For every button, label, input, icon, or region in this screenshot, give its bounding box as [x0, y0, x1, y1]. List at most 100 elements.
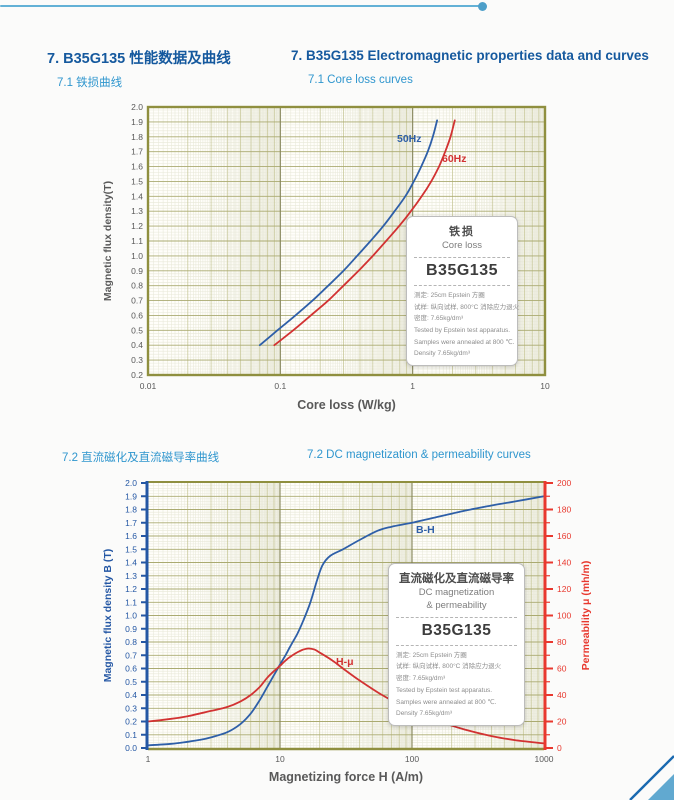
svg-text:0.5: 0.5 — [125, 677, 137, 687]
svg-text:160: 160 — [557, 531, 571, 541]
curve-B-H — [147, 495, 545, 747]
svg-text:1.7: 1.7 — [131, 147, 143, 157]
card-title-en: & permeability — [426, 599, 487, 611]
svg-text:1: 1 — [410, 381, 415, 391]
svg-text:140: 140 — [557, 558, 571, 568]
svg-text:1.0: 1.0 — [125, 611, 137, 621]
condition-line: Samples were annealed at 800 ℃. — [414, 338, 515, 346]
series-label-H-μ: H-μ — [336, 656, 354, 668]
svg-text:1.4: 1.4 — [125, 558, 137, 568]
core-loss-info-card: 铁损 Core loss B35G135 测定: 25cm Epstein 方圈… — [406, 216, 520, 366]
svg-text:20: 20 — [557, 717, 567, 727]
svg-text:0.6: 0.6 — [131, 310, 143, 320]
svg-text:0: 0 — [557, 743, 562, 753]
svg-text:0.2: 0.2 — [131, 370, 143, 380]
svg-text:180: 180 — [557, 505, 571, 515]
svg-text:0.4: 0.4 — [125, 690, 137, 700]
svg-text:120: 120 — [557, 584, 571, 594]
svg-text:0.3: 0.3 — [125, 703, 137, 713]
grade-label: B35G135 — [421, 621, 492, 639]
svg-text:1.5: 1.5 — [125, 544, 137, 554]
svg-text:1.1: 1.1 — [131, 236, 143, 246]
condition-line: 密度: 7.65kg/dm³ — [414, 315, 464, 323]
test-conditions: 测定: 25cm Epstein 方圈 试样: 纵向试样, 800°C 消除应力… — [396, 650, 517, 720]
condition-line: 测定: 25cm Epstein 方圈 — [396, 651, 467, 659]
svg-text:1.4: 1.4 — [131, 191, 143, 201]
page-title-en: 7. B35G135 Electromagnetic properties da… — [291, 48, 649, 63]
header-accent-line — [0, 5, 479, 7]
dc-magnetization-info-card: 直流磁化及直流磁导率 DC magnetization & permeabili… — [388, 563, 525, 726]
svg-text:2.0: 2.0 — [125, 478, 137, 488]
plot-border — [146, 105, 547, 377]
svg-text:1.1: 1.1 — [125, 597, 137, 607]
condition-line: Tested by Epstein test apparatus. — [414, 326, 511, 334]
svg-text:100: 100 — [405, 754, 419, 764]
svg-text:1.0: 1.0 — [131, 251, 143, 261]
svg-text:1.6: 1.6 — [131, 162, 143, 172]
svg-text:1000: 1000 — [535, 754, 554, 764]
svg-text:0.5: 0.5 — [131, 325, 143, 335]
curve-50Hz — [258, 119, 438, 347]
test-conditions: 测定: 25cm Epstein 方圈 试样: 纵向试样, 800°C 消除应力… — [414, 290, 520, 360]
svg-text:1.9: 1.9 — [125, 491, 137, 501]
dashed-divider — [396, 616, 517, 618]
svg-text:1.8: 1.8 — [125, 505, 137, 515]
y-axis-title: Magnetic flux density(T) — [102, 181, 114, 301]
series-label-50Hz: 50Hz — [397, 133, 422, 145]
svg-text:0.9: 0.9 — [131, 266, 143, 276]
y-axis-tick-labels: 0.2 0.3 0.4 0.5 0.6 0.7 0.8 0.9 1.0 1.1 1.2 1.3 1.4 1… — [131, 102, 143, 380]
right-axis-title: Permeability μ (mh/m) — [580, 561, 592, 671]
svg-text:10: 10 — [540, 381, 550, 391]
dc-magnetization-chart: B-H H-μ 0.0 0.1 0.2 0.3 0.4 0.5 0.6 0.7 0.8 0.9 1.0 1… — [102, 478, 592, 784]
card-title-zh: 铁损 — [449, 226, 475, 238]
svg-text:0.2: 0.2 — [125, 717, 137, 727]
section-7-1-title-zh: 7.1 铁损曲线 — [57, 77, 123, 89]
condition-line: 密度: 7.65kg/dm³ — [396, 675, 446, 683]
dashed-divider — [414, 256, 510, 258]
condition-line: Density 7.65kg/dm³ — [414, 350, 470, 358]
svg-text:0.0: 0.0 — [125, 743, 137, 753]
section-7-2-title-zh: 7.2 直流磁化及直流磁导率曲线 — [62, 452, 220, 464]
x-axis-title: Core loss (W/kg) — [297, 398, 396, 412]
grade-label: B35G135 — [426, 261, 498, 279]
condition-line: 试样: 纵向试样, 800°C 消除应力退火 — [396, 663, 502, 671]
svg-text:0.3: 0.3 — [131, 355, 143, 365]
condition-line: Tested by Epstein test apparatus. — [396, 686, 493, 694]
y-axis-tick-labels: 0.0 0.1 0.2 0.3 0.4 0.5 0.6 0.7 0.8 0.9 1.0 1.1 1.2 1… — [125, 478, 137, 753]
series-label-60Hz: 60Hz — [442, 153, 467, 165]
y-axis-title: Magnetic flux density B (T) — [102, 549, 114, 683]
corner-decoration-triangle — [648, 774, 674, 800]
x-axis-tick-labels: 0.01 0.1 1 10 — [140, 381, 550, 391]
svg-text:1.3: 1.3 — [125, 571, 137, 581]
section-7-1-title-en: 7.1 Core loss curves — [308, 74, 413, 86]
svg-text:0.9: 0.9 — [125, 624, 137, 634]
svg-text:1.9: 1.9 — [131, 117, 143, 127]
dashed-divider — [396, 644, 517, 646]
right-axis-tick-labels: 0 20 40 60 80 100 120 140 160 180 200 — [557, 478, 571, 753]
svg-text:0.1: 0.1 — [125, 730, 137, 740]
core-loss-chart: 50Hz 60Hz 0.2 0.3 0.4 0.5 0.6 0.7 0.8 0.9 1.0 1.1 1.… — [102, 102, 550, 412]
condition-line: 测定: 25cm Epstein 方圈 — [414, 291, 485, 299]
svg-text:40: 40 — [557, 690, 567, 700]
svg-text:100: 100 — [557, 611, 571, 621]
series-label-B-H: B-H — [416, 524, 435, 536]
card-title-en: Core loss — [441, 240, 483, 251]
svg-text:0.01: 0.01 — [140, 381, 157, 391]
dashed-divider — [414, 284, 510, 286]
svg-text:0.8: 0.8 — [125, 637, 137, 647]
svg-text:2.0: 2.0 — [131, 102, 143, 112]
card-title-en: DC magnetization — [418, 587, 495, 598]
condition-line: 试样: 纵向试样, 800°C 消除应力退火 — [414, 303, 520, 311]
svg-text:1.2: 1.2 — [131, 221, 143, 231]
svg-text:1.3: 1.3 — [131, 206, 143, 216]
svg-text:0.7: 0.7 — [131, 296, 143, 306]
svg-text:60: 60 — [557, 664, 567, 674]
header-accent-dot — [478, 2, 487, 11]
svg-text:1.7: 1.7 — [125, 518, 137, 528]
svg-text:1.5: 1.5 — [131, 176, 143, 186]
svg-text:1: 1 — [146, 754, 151, 764]
svg-text:0.6: 0.6 — [125, 664, 137, 674]
section-7-2-title-en: 7.2 DC magnetization & permeability curv… — [307, 449, 531, 461]
svg-text:1.2: 1.2 — [125, 584, 137, 594]
